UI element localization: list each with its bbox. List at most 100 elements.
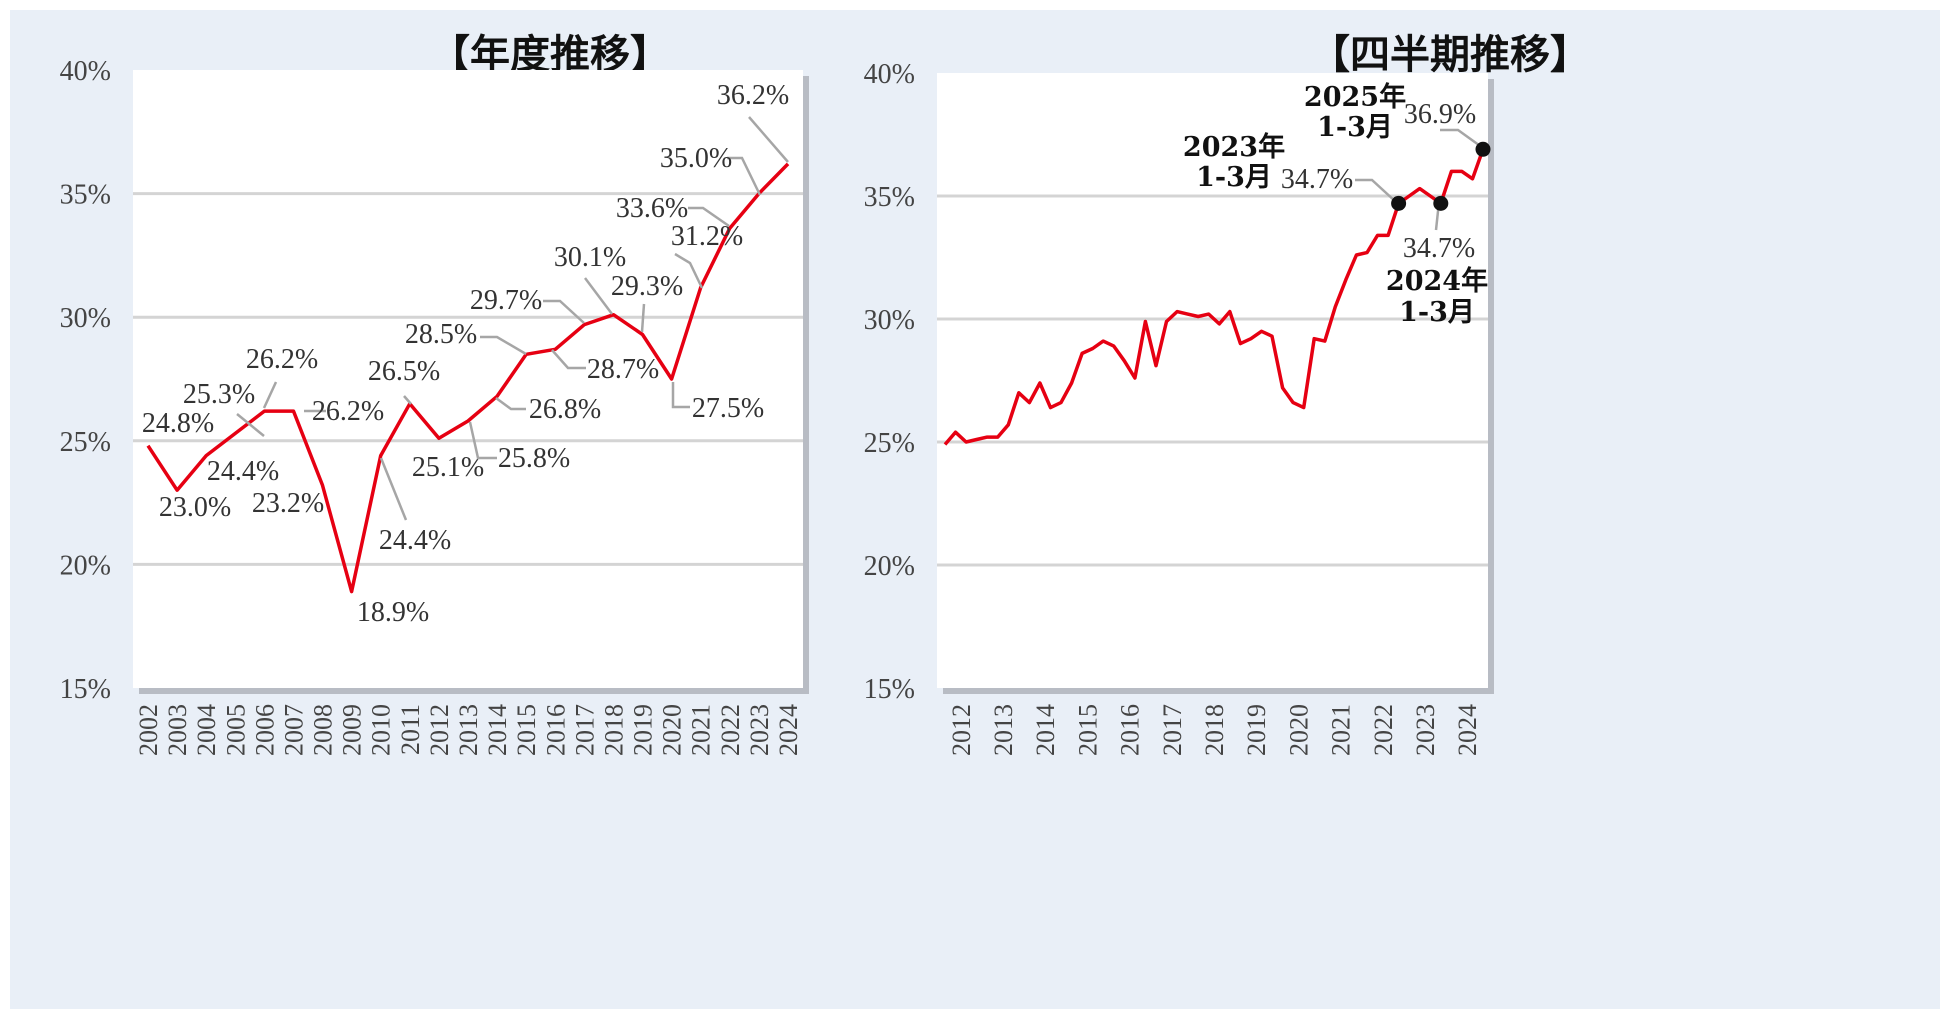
annual-leader-line (671, 382, 690, 409)
annual-x-tick-label: 2020 (658, 704, 687, 756)
quarterly-y-tick-label: 40% (864, 59, 915, 90)
annual-series-line (146, 162, 790, 594)
annual-x-tick-label: 2009 (338, 704, 367, 756)
annual-data-label: 26.2% (312, 396, 384, 427)
annual-x-tick-label: 2014 (483, 704, 512, 756)
annual-data-label: 26.5% (368, 356, 440, 387)
quarterly-x-tick-label: 2020 (1284, 704, 1313, 756)
annual-x-tick-label: 2013 (454, 704, 483, 756)
quarterly-plot-area (937, 73, 1488, 688)
quarterly-y-tick-label: 20% (864, 551, 915, 582)
annual-data-label: 24.8% (142, 408, 214, 439)
annual-data-label: 23.2% (252, 488, 324, 519)
quarterly-x-tick-label: 2024 (1453, 704, 1482, 756)
annual-x-tick-label: 2022 (716, 704, 745, 756)
annual-data-label: 25.3% (183, 379, 255, 410)
annual-leader-line (727, 156, 762, 196)
annual-x-tick-label: 2007 (279, 704, 308, 756)
annual-x-tick-label: 2021 (687, 704, 716, 756)
quarterly-y-tick-label: 30% (864, 305, 915, 336)
annual-data-label: 29.7% (470, 285, 542, 316)
quarterly-data-label: 34.7% (1403, 233, 1475, 264)
annual-leader-line (688, 206, 730, 228)
annual-leader-line (748, 116, 789, 163)
quarterly-period-year-label: 2023年 (1183, 131, 1285, 163)
quarterly-x-tick-label: 2023 (1411, 704, 1440, 756)
annual-data-label: 31.2% (671, 221, 743, 252)
annual-data-label: 26.2% (246, 344, 318, 375)
quarterly-highlight-marker (1391, 195, 1407, 211)
annual-x-tick-label: 2010 (367, 704, 396, 756)
annual-data-label: 18.9% (357, 597, 429, 628)
annual-leader-line (379, 457, 408, 521)
quarterly-highlight-marker (1475, 141, 1491, 157)
annual-leader-line (403, 395, 412, 405)
annual-x-tick-label: 2002 (134, 704, 163, 756)
quarterly-x-tick-label: 2014 (1031, 704, 1060, 756)
annual-plot-area (133, 70, 803, 688)
quarterly-x-tick-label: 2019 (1242, 704, 1271, 756)
quarterly-period-year-label: 2024年 (1386, 265, 1488, 297)
annual-leader-line (584, 277, 613, 315)
quarterly-y-tick-label: 15% (864, 674, 915, 705)
quarterly-x-tick-label: 2022 (1369, 704, 1398, 756)
quarterly-x-tick-label: 2012 (947, 704, 976, 756)
annual-x-tick-label: 2024 (774, 704, 803, 756)
quarterly-highlight-marker (1433, 195, 1449, 211)
annual-data-label: 24.4% (379, 525, 451, 556)
annual-y-tick-label: 20% (60, 550, 111, 581)
annual-x-tick-label: 2019 (629, 704, 658, 756)
annual-y-tick-label: 15% (60, 674, 111, 705)
annual-data-label: 30.1% (554, 242, 626, 273)
annual-data-label: 29.3% (611, 271, 683, 302)
annual-y-tick-label: 35% (60, 180, 111, 211)
quarterly-x-tick-label: 2018 (1200, 704, 1229, 756)
quarterly-x-tick-label: 2015 (1073, 704, 1102, 756)
annual-data-label: 27.5% (692, 393, 764, 424)
quarterly-x-tick-label: 2017 (1158, 704, 1187, 756)
annual-y-tick-label: 30% (60, 303, 111, 334)
quarterly-period-month-label: 1-3月 (1399, 297, 1475, 328)
annual-data-label: 24.4% (207, 456, 279, 487)
annual-x-tick-label: 2011 (396, 704, 425, 755)
annual-leader-line (480, 335, 527, 356)
quarterly-y-tick-label: 25% (864, 428, 915, 459)
annual-data-label: 25.1% (412, 452, 484, 483)
quarterly-leader-line (1440, 128, 1484, 150)
quarterly-period-month-label: 1-3月 (1317, 112, 1393, 143)
annual-x-tick-label: 2015 (512, 704, 541, 756)
annual-data-label: 36.2% (717, 80, 789, 111)
annual-leader-line (543, 299, 585, 324)
annual-leader-line (640, 303, 646, 333)
annual-data-label: 26.8% (529, 394, 601, 425)
quarterly-data-label: 34.7% (1281, 164, 1353, 195)
annual-data-label: 25.8% (498, 443, 570, 474)
annual-x-tick-label: 2006 (250, 704, 279, 756)
annual-data-label: 28.7% (587, 354, 659, 385)
annual-leader-line (236, 413, 265, 437)
quarterly-x-tick-label: 2013 (989, 704, 1018, 756)
annual-y-tick-label: 25% (60, 427, 111, 458)
annual-x-tick-label: 2017 (570, 704, 599, 756)
quarterly-period-year-label: 2025年 (1304, 81, 1406, 113)
quarterly-x-tick-label: 2016 (1116, 704, 1145, 756)
annual-leader-line (551, 349, 586, 370)
annual-leader-line (262, 381, 278, 409)
quarterly-x-tick-label: 2021 (1327, 704, 1356, 756)
quarterly-y-tick-label: 35% (864, 182, 915, 213)
quarterly-period-month-label: 1-3月 (1196, 162, 1272, 193)
annual-data-label: 23.0% (159, 492, 231, 523)
annual-x-tick-label: 2005 (221, 704, 250, 756)
annual-x-tick-label: 2016 (541, 704, 570, 756)
quarterly-series-line (943, 148, 1485, 446)
annual-x-tick-label: 2023 (745, 704, 774, 756)
annual-y-tick-label: 40% (60, 56, 111, 87)
quarterly-leader-line (1355, 178, 1397, 203)
annual-x-tick-label: 2018 (599, 704, 628, 756)
annual-x-tick-label: 2008 (309, 704, 338, 756)
annual-leader-line (495, 396, 526, 411)
annual-leader-line (674, 252, 704, 289)
annual-x-tick-label: 2003 (163, 704, 192, 756)
quarterly-chart-title: 【四半期推移】 (1310, 32, 1590, 78)
